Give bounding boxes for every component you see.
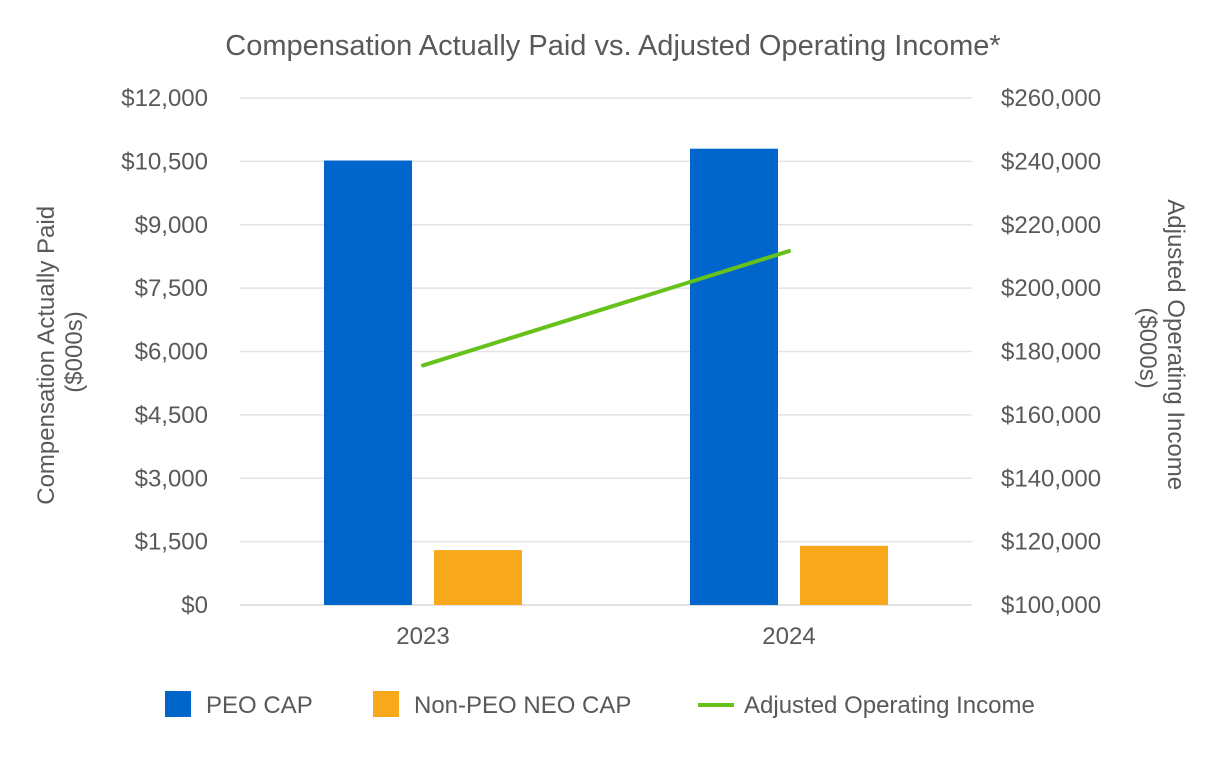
left-tick-label: $10,500	[121, 148, 208, 175]
x-tick-label: 2024	[762, 623, 815, 650]
bar-peo-cap-2024	[690, 148, 778, 605]
bar-non-peo-neo-cap-2023	[434, 550, 522, 605]
x-axis-ticks: 2023 2024	[396, 623, 815, 650]
right-axis-label: Adjusted Operating Income ($000s)	[1134, 199, 1189, 497]
bar-peo-cap-2023	[324, 160, 412, 605]
left-tick-label: $4,500	[135, 402, 208, 429]
right-tick-label: $160,000	[1001, 402, 1101, 429]
bar-non-peo-neo-cap-2024	[800, 545, 888, 605]
left-axis-label: Compensation Actually Paid ($000s)	[33, 199, 88, 505]
legend: PEO CAP Non-PEO NEO CAP Adjusted Operati…	[165, 691, 1035, 719]
left-axis-label-line-2: ($000s)	[61, 311, 88, 392]
right-tick-label: $260,000	[1001, 85, 1101, 112]
left-tick-label: $7,500	[135, 275, 208, 302]
left-tick-label: $9,000	[135, 212, 208, 239]
line-series	[421, 249, 791, 368]
right-tick-label: $240,000	[1001, 148, 1101, 175]
line-adjusted-operating-income	[421, 249, 791, 368]
left-axis-label-line-1: Compensation Actually Paid	[33, 206, 60, 505]
bars	[324, 148, 888, 605]
legend-label-adjusted-operating-income: Adjusted Operating Income	[744, 692, 1035, 719]
left-tick-label: $3,000	[135, 465, 208, 492]
left-tick-label: $12,000	[121, 85, 208, 112]
right-tick-label: $200,000	[1001, 275, 1101, 302]
left-axis-ticks: $0 $1,500 $3,000 $4,500 $6,000 $7,500 $9,000 $1…	[121, 85, 208, 619]
x-tick-label: 2023	[396, 623, 449, 650]
right-axis-ticks: $100,000 $120,000 $140,000 $160,000 $180,000…	[1001, 85, 1101, 619]
right-tick-label: $180,000	[1001, 339, 1101, 366]
left-tick-label: $0	[181, 592, 208, 619]
right-axis-label-line-1: Adjusted Operating Income	[1162, 199, 1189, 490]
left-tick-label: $6,000	[135, 339, 208, 366]
legend-label-peo-cap: PEO CAP	[206, 692, 313, 719]
right-axis-label-line-2: ($000s)	[1134, 307, 1161, 388]
right-tick-label: $120,000	[1001, 529, 1101, 556]
legend-label-non-peo-neo-cap: Non-PEO NEO CAP	[414, 692, 631, 719]
chart-title: Compensation Actually Paid vs. Adjusted …	[225, 30, 1000, 62]
legend-swatch-peo-cap	[165, 691, 191, 717]
right-tick-label: $140,000	[1001, 465, 1101, 492]
right-tick-label: $100,000	[1001, 592, 1101, 619]
legend-swatch-non-peo-neo-cap	[373, 691, 399, 717]
right-tick-label: $220,000	[1001, 212, 1101, 239]
left-tick-label: $1,500	[135, 529, 208, 556]
